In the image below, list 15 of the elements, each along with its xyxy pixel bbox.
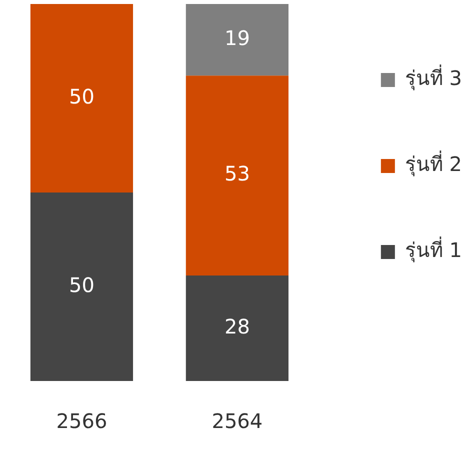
data-label: 50 xyxy=(69,272,94,297)
data-label: 19 xyxy=(224,26,250,50)
bar xyxy=(186,4,288,76)
x-tick-label: 2564 xyxy=(212,409,263,434)
data-label: 53 xyxy=(224,162,250,186)
bar xyxy=(186,275,288,381)
bar xyxy=(30,4,134,192)
legend-label: รุ่นที่ 3 xyxy=(404,64,462,92)
bar xyxy=(30,192,134,381)
legend-label: รุ่นที่ 1 xyxy=(404,236,462,264)
data-label: 28 xyxy=(224,314,250,338)
bar xyxy=(186,76,288,276)
data-label: 50 xyxy=(69,84,94,108)
legend-label: รุ่นที่ 2 xyxy=(404,150,462,178)
x-tick-label: 2566 xyxy=(56,409,108,434)
